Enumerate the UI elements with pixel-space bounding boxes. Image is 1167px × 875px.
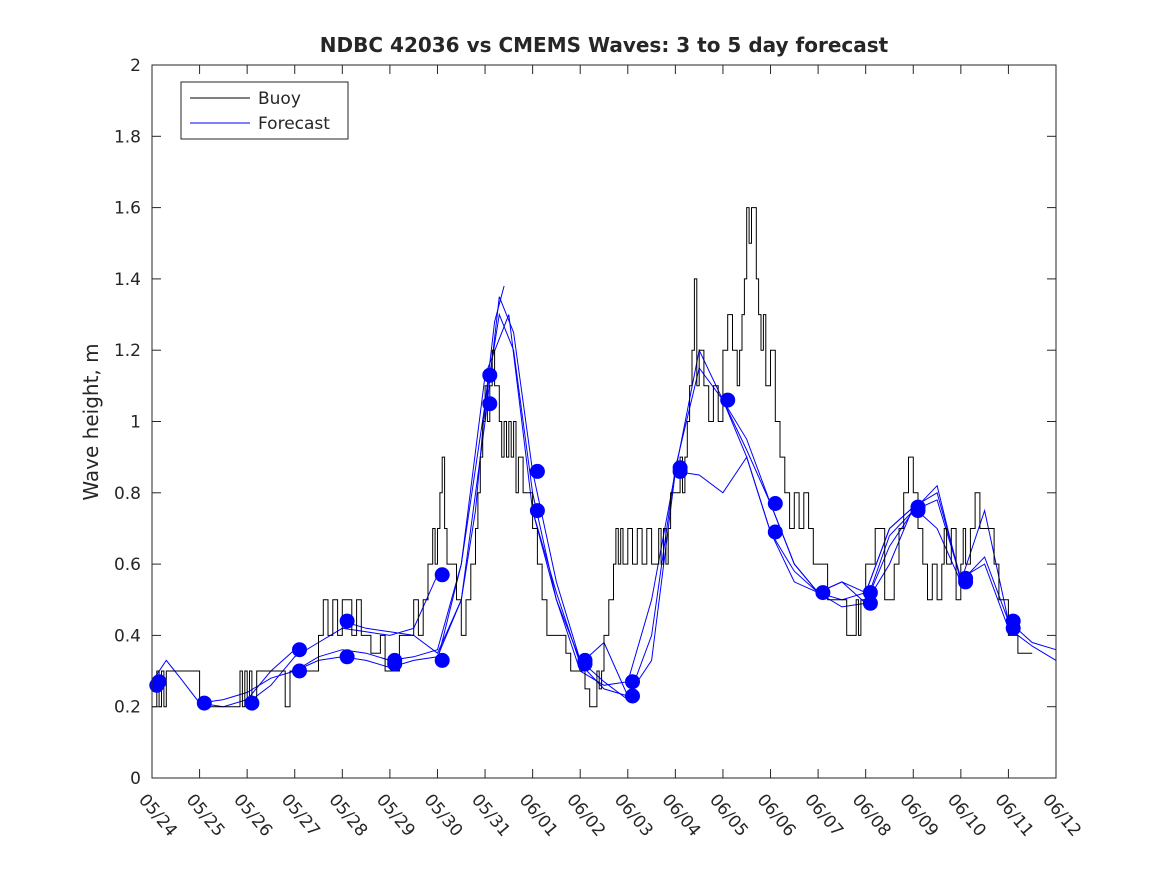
forecast-series-line-12 [770,503,1009,622]
forecast-marker [672,463,688,479]
chart-title: NDBC 42036 vs CMEMS Waves: 3 to 5 day fo… [320,33,889,57]
forecast-marker [862,595,878,611]
forecast-series-line-9 [579,455,819,698]
y-tick-label: 1.8 [114,127,141,147]
legend-box [180,81,349,140]
forecast-marker [529,503,545,519]
legend-forecast-label: Forecast [258,114,330,134]
forecast-marker [767,524,783,540]
forecast-marker [529,463,545,479]
forecast-series-line-8 [532,366,771,701]
y-tick-label: 1 [130,413,141,433]
forecast-marker [1005,620,1021,636]
forecast-series-group [151,285,1057,708]
forecast-marker [196,695,212,711]
forecast-marker [720,392,736,408]
forecast-marker [625,688,640,704]
forecast-marker [292,642,307,658]
forecast-marker [815,585,831,601]
y-tick-label: 0.4 [114,626,141,646]
forecast-marker-group [149,367,1021,711]
y-tick-label: 1.2 [114,341,141,361]
forecast-series-line-5 [342,296,581,661]
y-tick-label: 1.6 [114,199,141,219]
buoy-series-line [152,207,1033,708]
y-tick-label: 2 [130,56,141,76]
forecast-marker [387,656,403,672]
y-tick-label: 1.4 [114,270,141,290]
legend-buoy-label: Buoy [258,89,301,109]
y-axis: 0 0.2 0.4 0.6 0.8 1 1.2 1.4 1.6 1.8 2 [114,56,1056,789]
legend: Buoy Forecast [180,81,349,140]
forecast-marker [482,367,498,383]
forecast-marker [244,695,260,711]
forecast-marker [482,396,498,412]
buoy-series-group [152,207,1033,708]
forecast-series-line-6 [389,314,628,697]
forecast-marker [958,574,974,590]
forecast-marker [339,649,355,665]
y-tick-label: 0.2 [114,698,141,718]
forecast-marker [434,652,450,668]
plot-area [149,64,1057,779]
forecast-marker [625,674,640,690]
y-tick-label: 0 [130,769,141,789]
forecast-marker [910,503,926,519]
forecast-marker [292,663,307,679]
y-axis-label: Wave height, m [79,343,103,500]
y-tick-label: 0.6 [114,555,141,575]
forecast-marker [339,613,355,629]
forecast-series-line-7 [437,312,676,686]
y-tick-label: 0.8 [114,484,141,504]
forecast-marker [577,656,593,672]
forecast-series-line-4 [294,285,505,672]
forecast-marker [434,567,450,583]
forecast-marker [767,496,783,511]
forecast-marker [151,674,167,690]
